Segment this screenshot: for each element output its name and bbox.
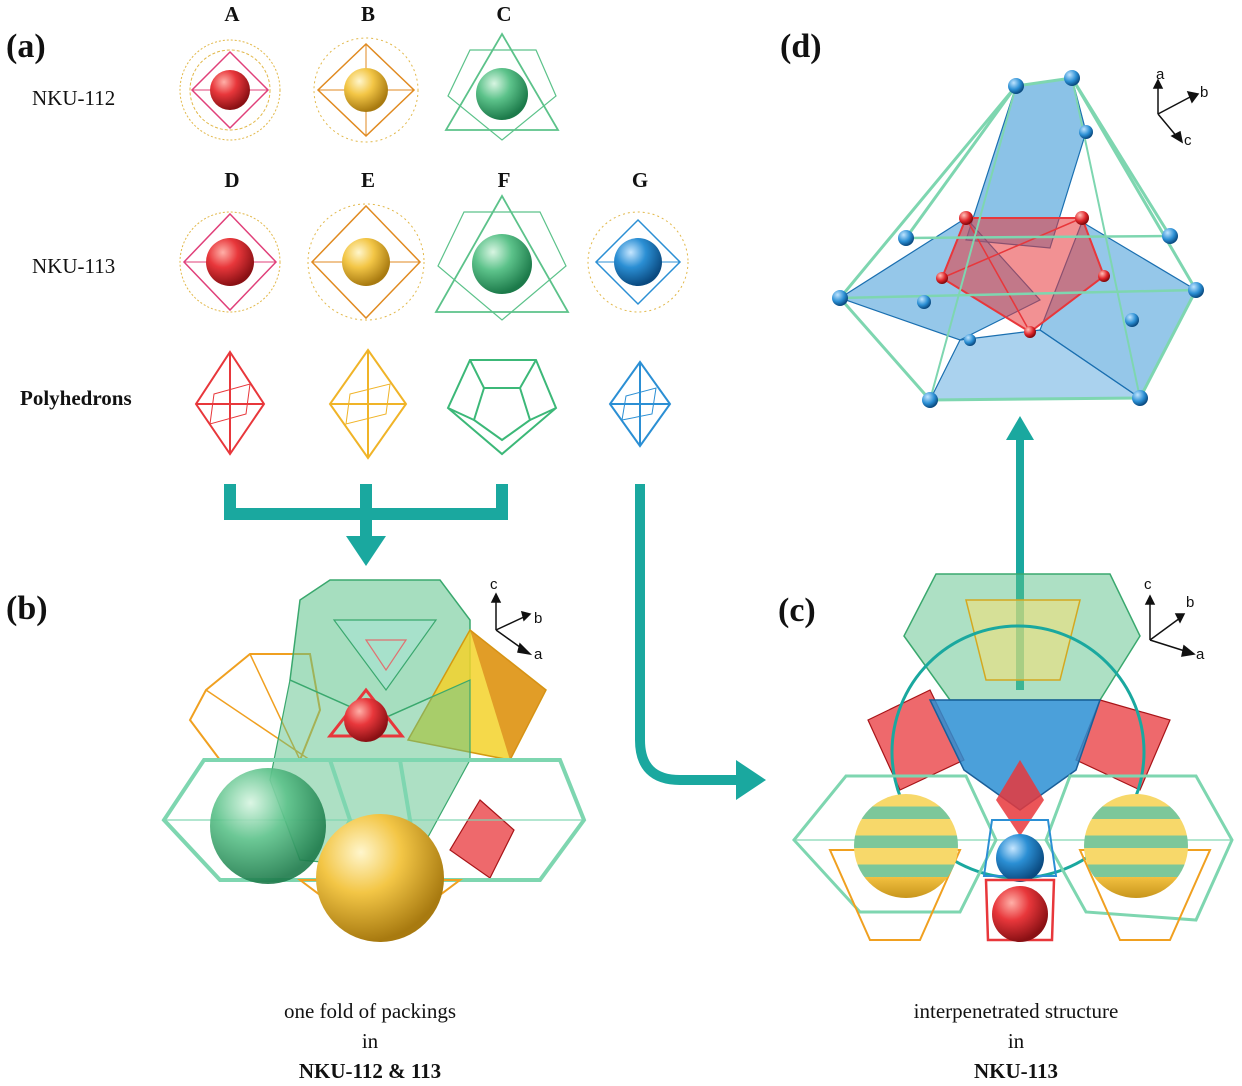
panel-c-label: (c) bbox=[778, 592, 816, 629]
row-label-nku113: NKU-113 bbox=[32, 254, 116, 278]
axes-d-b: b bbox=[1200, 84, 1209, 101]
polyhedron-blue bbox=[608, 360, 672, 448]
column-label-b: B bbox=[360, 2, 375, 26]
axes-d-c: c bbox=[1184, 132, 1192, 149]
axes-b-b: b bbox=[534, 610, 543, 627]
up-arrowhead bbox=[1006, 416, 1034, 440]
caption-b: one fold of packings in NKU-112 & 113 bbox=[230, 996, 510, 1086]
merge-arrowhead bbox=[346, 536, 386, 566]
axes-icon-d bbox=[1152, 78, 1200, 144]
axes-b-c: c bbox=[490, 576, 498, 593]
panel-b-label: (b) bbox=[6, 590, 48, 627]
cage-f bbox=[434, 194, 570, 321]
column-label-e: E bbox=[360, 168, 375, 192]
panel-d-label: (d) bbox=[780, 28, 822, 65]
column-label-a: A bbox=[224, 2, 240, 26]
caption-c-line2: in bbox=[1007, 1029, 1025, 1053]
caption-b-line3: NKU-112 & 113 bbox=[298, 1059, 442, 1083]
axes-c-c: c bbox=[1144, 576, 1152, 593]
axes-b-a: a bbox=[534, 646, 543, 663]
polyhedron-red bbox=[194, 350, 266, 456]
caption-c-line1: interpenetrated structure bbox=[913, 999, 1119, 1023]
cage-c bbox=[444, 32, 560, 141]
framework-d bbox=[832, 70, 1204, 408]
caption-c-line3: NKU-113 bbox=[974, 1059, 1058, 1083]
structure-c bbox=[792, 573, 1234, 942]
bend-arrow bbox=[635, 484, 740, 785]
axes-icon-b bbox=[490, 592, 533, 656]
column-label-d: D bbox=[224, 168, 240, 192]
axes-icon-c bbox=[1144, 594, 1196, 657]
merge-arrow bbox=[224, 484, 508, 546]
row-label-polyhedrons: Polyhedrons bbox=[20, 386, 132, 410]
cage-a bbox=[179, 39, 281, 141]
cage-b bbox=[313, 37, 419, 143]
bend-arrowhead bbox=[736, 760, 766, 800]
axes-d-a: a bbox=[1156, 66, 1165, 83]
column-label-c: C bbox=[496, 2, 512, 26]
polyhedron-green bbox=[446, 359, 558, 456]
cage-e bbox=[307, 203, 425, 321]
caption-b-line2: in bbox=[361, 1029, 379, 1053]
polyhedron-yellow bbox=[328, 348, 408, 460]
packing-b bbox=[161, 579, 587, 942]
axes-c-a: a bbox=[1196, 646, 1205, 663]
panel-a-label: (a) bbox=[6, 28, 46, 65]
column-label-g: G bbox=[631, 168, 649, 192]
cage-g bbox=[587, 211, 689, 313]
caption-c: interpenetrated structure in NKU-113 bbox=[866, 996, 1166, 1086]
axes-c-b: b bbox=[1186, 594, 1195, 611]
column-label-f: F bbox=[497, 168, 511, 192]
caption-b-line1: one fold of packings bbox=[283, 999, 457, 1023]
cage-d bbox=[179, 211, 281, 313]
row-label-nku112: NKU-112 bbox=[32, 86, 116, 110]
